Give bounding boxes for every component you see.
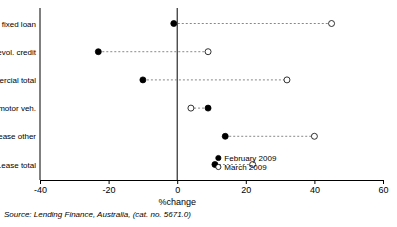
connector [98, 51, 208, 52]
dot [329, 21, 335, 27]
chart: -40 -20 0 20 40 60 Comm. fixed loan Comm. revol… [0, 0, 397, 227]
y-tick-label: Commercial total [0, 76, 36, 85]
x-axis-line [41, 181, 384, 185]
dot [222, 133, 228, 139]
y-axis-line [40, 8, 41, 180]
x-tick-label: 20 [241, 185, 251, 195]
y-tick: Commercial total [0, 76, 40, 85]
y-tick-label: Lease total [0, 161, 36, 170]
source-note: Source: Lending Finance, Australia, (cat… [4, 210, 191, 219]
y-tick-label: Lease other [0, 132, 36, 141]
x-label: %change [158, 197, 196, 207]
legend-label: February 2009 [224, 154, 277, 163]
y-tick: Lease other [0, 132, 40, 141]
y-tick-label: Comm. revol. credit [0, 48, 37, 57]
x-axis: -40 -20 0 20 40 60 [34, 180, 389, 195]
x-tick: 20 [241, 180, 251, 195]
x-tick-label: 0 [175, 185, 180, 195]
x-tick: 60 [378, 180, 388, 195]
x-tick-label: 40 [310, 185, 320, 195]
x-tick-label: -40 [34, 185, 47, 195]
x-tick-mark [314, 180, 315, 184]
x-tick-mark [109, 180, 110, 184]
dot [188, 105, 194, 111]
y-tick: Comm. fixed loan [0, 20, 40, 29]
y-tick: Lease motor veh. [0, 104, 40, 113]
dot [284, 77, 290, 83]
zero-line [177, 8, 178, 180]
dot [205, 49, 211, 55]
dot [140, 77, 146, 83]
y-tick-label: Lease motor veh. [0, 104, 36, 113]
x-tick: 0 [175, 180, 180, 195]
legend-symbol [216, 155, 221, 160]
dot [95, 49, 101, 55]
dot [311, 133, 317, 139]
x-tick-mark [40, 180, 41, 184]
dot [205, 105, 211, 111]
x-tick-mark [246, 180, 247, 184]
x-tick-label: 60 [378, 185, 388, 195]
connector [174, 23, 332, 24]
connector [143, 79, 287, 80]
y-tick: Lease total [0, 161, 40, 170]
y-tick-label: Comm. fixed loan [0, 20, 36, 29]
y-axis: Comm. fixed loan Comm. revol. credit Comme… [0, 8, 40, 180]
x-tick-mark [177, 180, 178, 184]
connector [225, 136, 314, 137]
x-tick: -40 [34, 180, 47, 195]
legend: February 2009March 2009 [216, 154, 277, 172]
x-tick-mark [383, 180, 384, 184]
x-tick-label: -20 [103, 185, 116, 195]
y-tick: Comm. revol. credit [0, 48, 40, 57]
x-tick: 40 [310, 180, 320, 195]
dot [171, 21, 177, 27]
marks [95, 21, 334, 168]
x-tick: -20 [103, 180, 116, 195]
legend-symbol [216, 164, 221, 169]
legend-label: March 2009 [224, 163, 267, 172]
